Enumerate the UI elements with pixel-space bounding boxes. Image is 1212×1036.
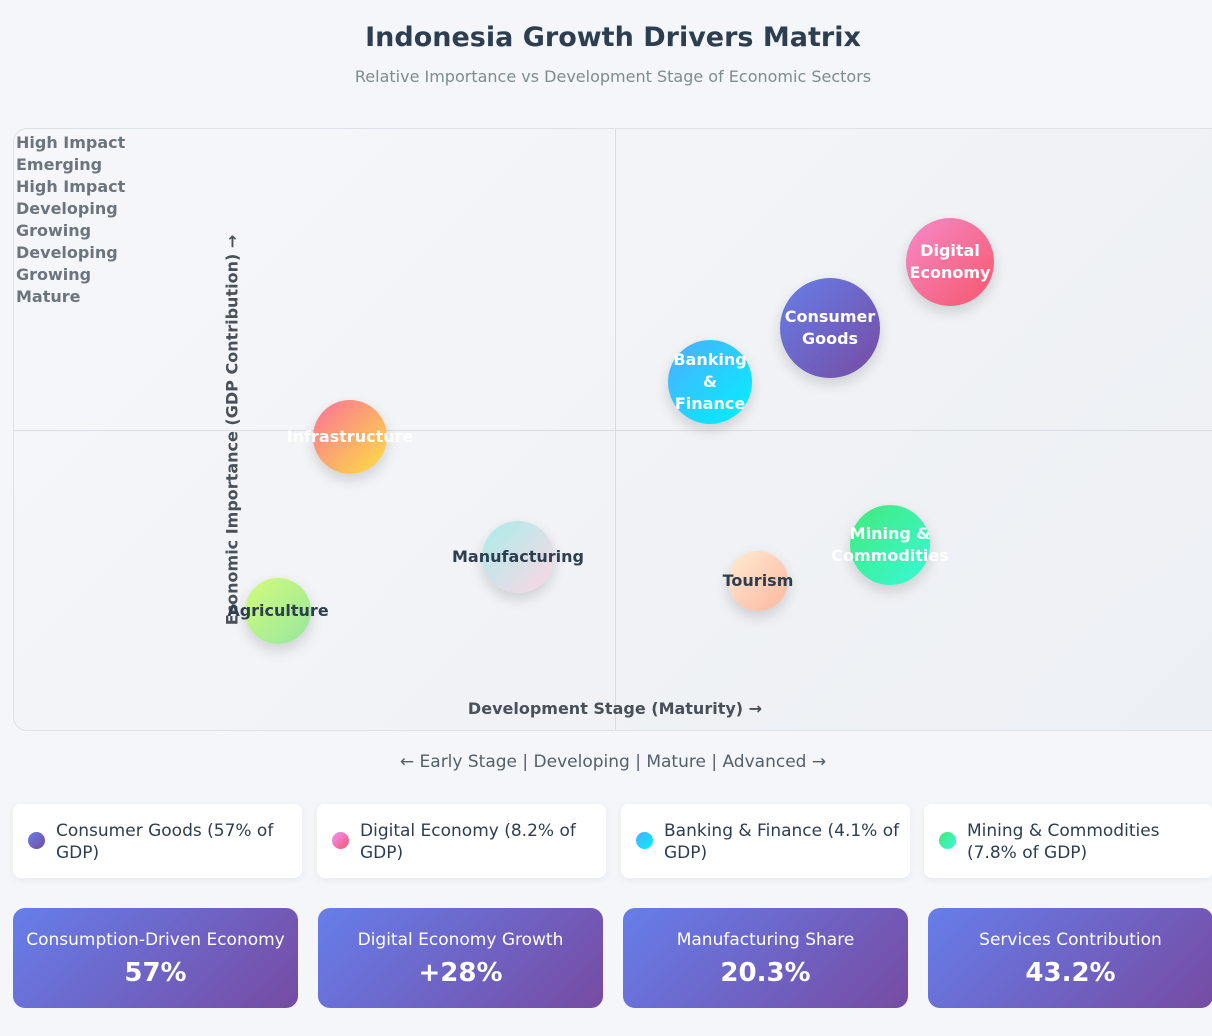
stat-value: 43.2%	[1025, 958, 1116, 988]
growth-matrix-chart: High Impact Emerging High Impact Develop…	[13, 128, 1212, 731]
quadrant-label: Developing	[16, 199, 118, 218]
legend-item-mining-commodities: Mining & Commodities (7.8% of GDP)	[924, 804, 1212, 878]
bubble-consumer-goods[interactable]	[780, 277, 880, 378]
quadrant-label: Mature	[16, 287, 81, 306]
legend-item-digital-economy: Digital Economy (8.2% of GDP)	[317, 804, 606, 878]
bubble-label-line: Agriculture	[227, 601, 329, 621]
bubble-label-line: Digital	[920, 240, 980, 260]
bubble-label-consumer-goods: Consumer Goods	[785, 306, 875, 350]
bubble-tourism[interactable]	[728, 551, 788, 612]
y-axis-label: Economic Importance (GDP Contribution) →	[222, 234, 242, 626]
bubble-label-line: Manufacturing	[452, 547, 584, 567]
stat-label: Services Contribution	[979, 930, 1162, 950]
page-title: Indonesia Growth Drivers Matrix	[365, 22, 861, 53]
bubble-label-banking-finance: Banking & Finance	[673, 349, 746, 415]
legend-item-banking-finance: Banking & Finance (4.1% of GDP)	[621, 804, 910, 878]
horizontal-divider	[14, 430, 1212, 431]
bubble-label-line: Commodities	[831, 546, 949, 566]
quadrant-label: High Impact	[16, 133, 126, 152]
quadrant-label: Growing	[16, 265, 92, 284]
stat-card-services: Services Contribution 43.2%	[928, 908, 1212, 1008]
stat-label: Digital Economy Growth	[357, 930, 564, 950]
bubble-label-line: Banking	[673, 350, 747, 370]
stat-card-consumption: Consumption-Driven Economy 57%	[13, 908, 298, 1008]
bubble-digital-economy[interactable]	[906, 217, 994, 306]
stat-value: 20.3%	[720, 958, 811, 988]
bubble-label-infrastructure: Infrastructure	[287, 426, 414, 448]
legend-dot	[636, 832, 653, 849]
legend-dot	[939, 832, 956, 849]
bubble-label-line: Mining &	[849, 524, 931, 544]
stat-value: 57%	[124, 958, 187, 988]
bubble-mining-commodities[interactable]	[850, 505, 930, 586]
bubble-label-line: Goods	[801, 328, 859, 348]
stat-label: Consumption-Driven Economy	[26, 930, 285, 950]
bubble-label-tourism: Tourism	[723, 570, 794, 592]
legend-label: Mining & Commodities (7.8% of GDP)	[967, 821, 1160, 863]
bubble-label-digital-economy: Digital Economy	[910, 240, 991, 284]
bubble-manufacturing[interactable]	[482, 521, 554, 594]
legend-dot	[28, 832, 45, 849]
bubble-banking-finance[interactable]	[668, 340, 752, 425]
bubble-agriculture[interactable]	[245, 578, 311, 645]
bubble-label-line: Economy	[909, 262, 991, 282]
vertical-divider	[615, 129, 616, 730]
legend-label: Digital Economy (8.2% of GDP)	[360, 821, 576, 863]
quadrant-label: Emerging	[16, 155, 103, 174]
quadrant-label: High Impact	[16, 177, 126, 196]
bubble-infrastructure[interactable]	[313, 399, 387, 474]
quadrant-labels: High Impact Emerging High Impact Develop…	[16, 132, 125, 308]
page-subtitle: Relative Importance vs Development Stage…	[354, 67, 872, 86]
bubble-label-line: Infrastructure	[286, 426, 414, 446]
bubble-label-line: Consumer	[784, 306, 876, 326]
legend-dot	[332, 832, 349, 849]
quadrant-label: Developing	[16, 243, 118, 262]
stage-axis-caption: ← Early Stage | Developing | Mature | Ad…	[399, 752, 827, 772]
bubble-label-agriculture: Agriculture	[227, 600, 328, 622]
legend-label: Banking & Finance (4.1% of GDP)	[664, 821, 900, 863]
bubble-label-line: Finance	[674, 394, 746, 414]
bubble-label-line: Tourism	[722, 571, 794, 591]
bubble-label-manufacturing: Manufacturing	[452, 546, 584, 568]
legend-item-consumer-goods: Consumer Goods (57% of GDP)	[13, 804, 302, 878]
bubble-label-mining-commodities: Mining & Commodities	[831, 523, 949, 567]
stat-value: +28%	[418, 958, 503, 988]
legend-label: Consumer Goods (57% of GDP)	[56, 821, 274, 863]
bubble-label-line: &	[703, 372, 717, 392]
stat-card-manufacturing: Manufacturing Share 20.3%	[623, 908, 908, 1008]
stat-card-digital-growth: Digital Economy Growth +28%	[318, 908, 603, 1008]
stat-label: Manufacturing Share	[676, 930, 855, 950]
quadrant-label: Growing	[16, 221, 92, 240]
x-axis-label: Development Stage (Maturity) →	[467, 699, 763, 718]
